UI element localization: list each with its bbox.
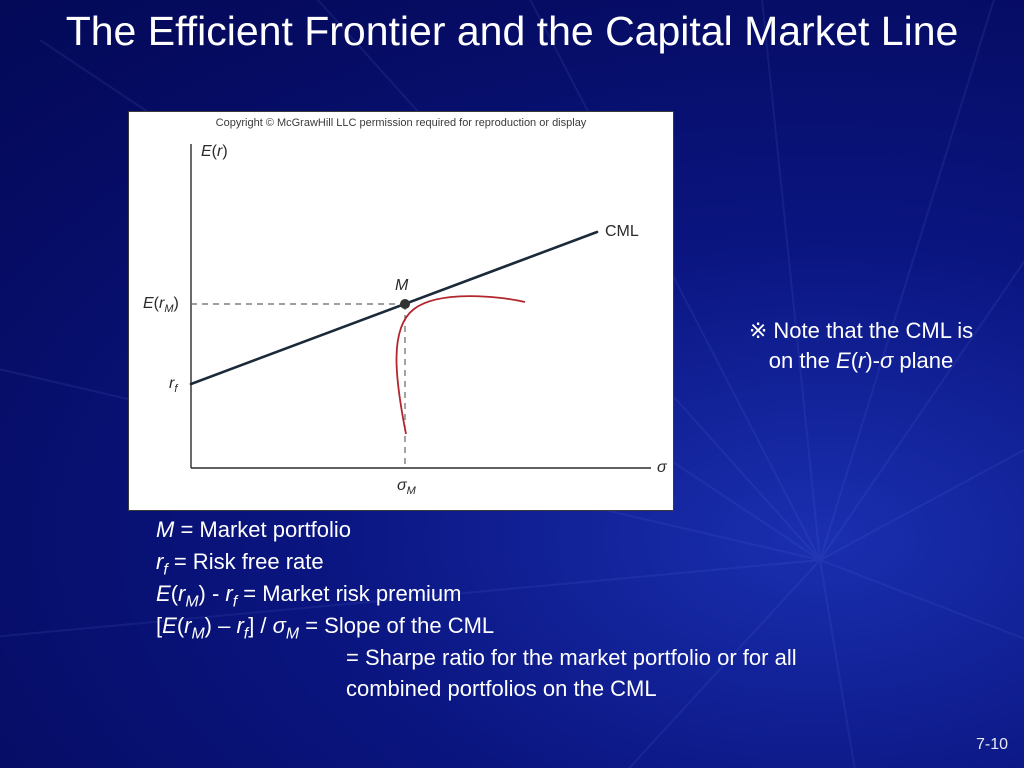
leg4-E: E <box>162 613 177 638</box>
svg-text:M: M <box>395 277 409 294</box>
note-paren: ( <box>851 348 858 373</box>
legend-row-4: [E(rM) – rf] / σM = Slope of the CML <box>156 610 797 642</box>
legend-row-3: E(rM) - rf = Market risk premium <box>156 578 797 610</box>
note-plane: plane <box>893 348 953 373</box>
leg3-d: ) - <box>199 581 226 606</box>
leg4-sub1: M <box>191 625 204 642</box>
chart-svg: Copyright © McGrawHill LLC permission re… <box>129 112 673 510</box>
svg-text:Copyright © McGrawHill LLC per: Copyright © McGrawHill LLC permission re… <box>216 117 587 129</box>
cml-chart: Copyright © McGrawHill LLC permission re… <box>128 111 674 511</box>
svg-text:σ: σ <box>657 459 668 476</box>
note-E: E <box>836 348 851 373</box>
note-close: )- <box>865 348 880 373</box>
note-line1: Note that the CML is <box>773 318 973 343</box>
slide-title: The Efficient Frontier and the Capital M… <box>0 8 1024 55</box>
svg-text:σM: σM <box>397 477 417 497</box>
note-l2a: on the <box>769 348 836 373</box>
leg4-sub3: M <box>286 625 299 642</box>
slide: The Efficient Frontier and the Capital M… <box>0 0 1024 768</box>
leg4-e: ) – <box>205 613 237 638</box>
leg4-g: ] / <box>248 613 272 638</box>
note-marker: ※ <box>749 318 767 343</box>
legend-row-1: M = Market portfolio <box>156 514 797 546</box>
legend-block: M = Market portfolio rf = Risk free rate… <box>156 514 797 705</box>
leg3-r2: r <box>225 581 232 606</box>
leg3-E: E <box>156 581 171 606</box>
leg-rf-txt: = Risk free rate <box>168 549 324 574</box>
leg3-p1: ( <box>171 581 178 606</box>
leg4-txt: = Slope of the CML <box>299 613 494 638</box>
leg-M-txt: = Market portfolio <box>174 517 351 542</box>
svg-text:E(rM): E(rM) <box>143 295 179 315</box>
leg4-r2: r <box>236 613 243 638</box>
page-number: 7-10 <box>976 736 1008 754</box>
legend-row-2: rf = Risk free rate <box>156 546 797 578</box>
note-sigma: σ <box>880 348 893 373</box>
svg-text:CML: CML <box>605 223 639 240</box>
svg-text:rf: rf <box>169 375 178 395</box>
legend-row-6: combined portfolios on the CML <box>156 673 797 705</box>
side-note: ※ Note that the CML is on the E(r)-σ pla… <box>716 316 1006 375</box>
leg-M: M <box>156 517 174 542</box>
leg3-sub1: M <box>185 593 198 610</box>
svg-text:E(r): E(r) <box>201 143 228 160</box>
leg3-txt: = Market risk premium <box>237 581 461 606</box>
leg4-sig: σ <box>273 613 286 638</box>
legend-row-5: = Sharpe ratio for the market portfolio … <box>156 642 797 674</box>
